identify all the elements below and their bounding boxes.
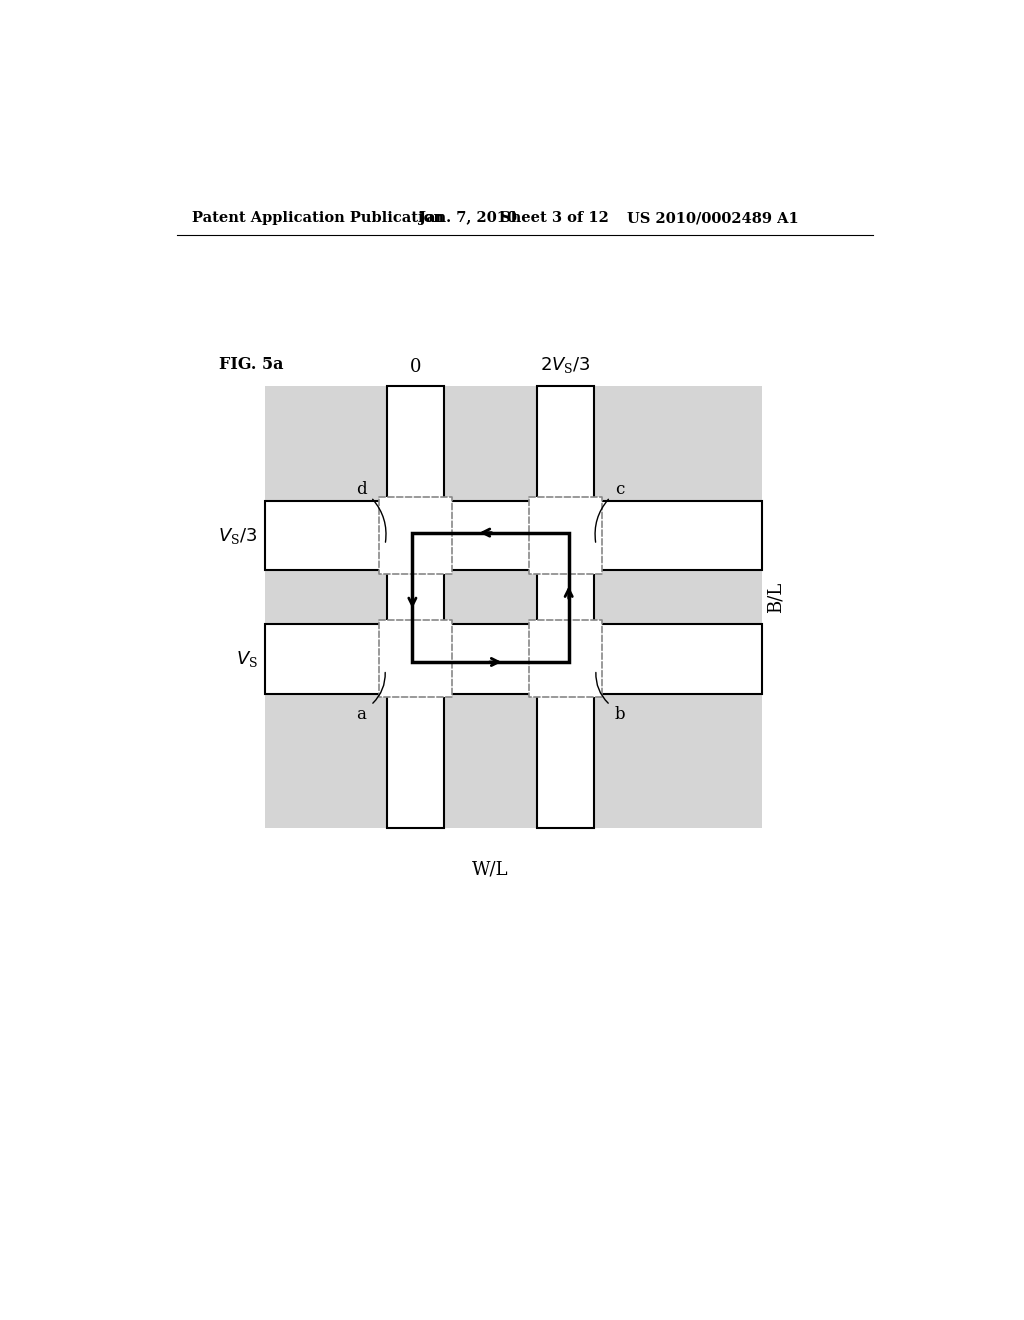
Text: Jan. 7, 2010: Jan. 7, 2010 — [419, 211, 517, 226]
Bar — [265, 502, 762, 570]
Text: Sheet 3 of 12: Sheet 3 of 12 — [500, 211, 609, 226]
Text: a: a — [356, 706, 367, 723]
Text: Patent Application Publication: Patent Application Publication — [193, 211, 444, 226]
Bar — [529, 498, 602, 574]
Text: 0: 0 — [410, 358, 421, 376]
Text: $V_{\mathregular{S}}$: $V_{\mathregular{S}}$ — [236, 649, 258, 669]
Bar — [413, 533, 568, 663]
Bar — [379, 620, 452, 697]
Bar — [387, 385, 444, 829]
Text: US 2010/0002489 A1: US 2010/0002489 A1 — [628, 211, 799, 226]
Text: $2V_{\mathregular{S}}/3$: $2V_{\mathregular{S}}/3$ — [540, 355, 591, 375]
Text: B/L: B/L — [767, 582, 784, 612]
Bar — [537, 385, 595, 829]
Bar — [529, 620, 602, 697]
Text: FIG. 5a: FIG. 5a — [219, 356, 284, 374]
Bar — [379, 498, 452, 574]
Bar — [265, 624, 762, 693]
Text: $V_{\mathregular{S}}/3$: $V_{\mathregular{S}}/3$ — [218, 525, 258, 545]
Text: d: d — [356, 480, 367, 498]
Bar — [265, 385, 762, 829]
Text: c: c — [614, 480, 625, 498]
Text: b: b — [614, 706, 625, 723]
Text: W/L: W/L — [472, 861, 509, 879]
